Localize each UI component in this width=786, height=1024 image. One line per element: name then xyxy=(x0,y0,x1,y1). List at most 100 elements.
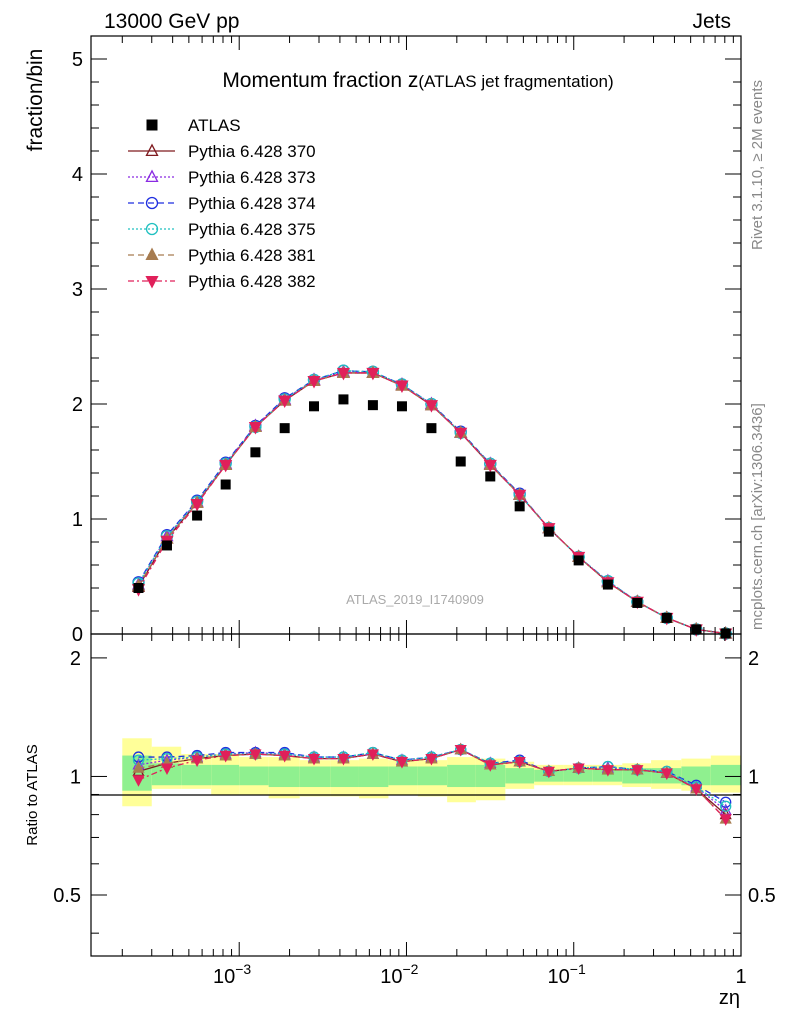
main-y-tick-label: 2 xyxy=(72,394,83,416)
data-point xyxy=(190,498,204,512)
legend-label: Pythia 6.428 381 xyxy=(188,246,316,265)
uncertainty-band-inner xyxy=(151,763,182,786)
data-point xyxy=(220,479,231,490)
data-point xyxy=(691,624,702,635)
header-right: Jets xyxy=(692,10,731,33)
uncertainty-band-inner xyxy=(330,766,359,788)
x-axis-label: zη xyxy=(719,987,740,1009)
legend-label: Pythia 6.428 374 xyxy=(188,194,316,213)
rivet-label: Rivet 3.1.10, ≥ 2M events xyxy=(749,80,766,250)
data-point xyxy=(279,423,290,434)
ratio-data-point xyxy=(395,757,409,769)
legend-marker xyxy=(145,169,159,183)
data-point xyxy=(632,597,643,608)
legend-entry: Pythia 6.428 375 xyxy=(128,220,316,239)
ratio-data-point xyxy=(366,749,379,761)
uncertainty-band-inner xyxy=(417,766,448,786)
data-point xyxy=(513,489,527,503)
data-point xyxy=(338,394,349,405)
uncertainty-band-inner xyxy=(358,766,389,788)
ratio-y-tick-label-right: 2 xyxy=(748,648,759,670)
uncertainty-band-inner xyxy=(181,764,212,786)
ratio-y-tick-label: 1 xyxy=(70,766,81,788)
data-point xyxy=(367,400,378,411)
ratio-data-point xyxy=(249,749,262,761)
data-point xyxy=(395,380,409,394)
chart-title: Momentum fraction z(ATLAS jet fragmentat… xyxy=(222,69,613,92)
uncertainty-band-inner xyxy=(710,764,741,786)
legend-label: Pythia 6.428 373 xyxy=(188,168,316,187)
legend-entry: Pythia 6.428 381 xyxy=(128,246,316,265)
ratio-data-point xyxy=(132,761,145,773)
data-point xyxy=(161,540,172,551)
ratio-data-point xyxy=(160,763,174,776)
ratio-plot-panel: 0.5 0.5 1 1 2 2 10−3 10−2 10−1 1 Ratio to ATLAS z… xyxy=(24,633,776,1009)
data-point xyxy=(454,427,468,441)
uncertainty-band-inner xyxy=(211,764,240,786)
uncertainty-band-inner xyxy=(563,769,593,782)
uncertainty-band-inner xyxy=(475,764,506,788)
x-tick-label: 10−2 xyxy=(380,961,418,988)
ratio-data-point xyxy=(542,766,555,779)
data-point xyxy=(514,501,525,512)
data-point xyxy=(483,459,497,473)
legend-entry: Pythia 6.428 373 xyxy=(128,168,316,187)
legend-marker xyxy=(145,196,159,210)
data-point xyxy=(248,421,262,435)
uncertainty-band-inner xyxy=(447,764,476,788)
ratio-data-point xyxy=(337,753,350,766)
data-point xyxy=(424,400,439,413)
data-point xyxy=(308,401,319,412)
legend-entry: Pythia 6.428 370 xyxy=(128,142,316,161)
ratio-data-point xyxy=(219,750,232,763)
uncertainty-band-inner xyxy=(388,766,418,786)
ratio-data-point xyxy=(660,768,673,780)
ratio-series-line xyxy=(138,748,727,807)
legend-entry: ATLAS xyxy=(146,116,241,135)
ratio-data-point xyxy=(720,800,732,812)
ratio-y-tick-label: 0.5 xyxy=(53,885,81,907)
legend-label: ATLAS xyxy=(188,116,241,135)
data-point xyxy=(485,471,496,482)
main-y-tick-label: 0 xyxy=(72,624,83,646)
ratio-data-point xyxy=(572,763,585,776)
data-point xyxy=(426,423,437,434)
data-point xyxy=(661,612,672,623)
ratio-data-point xyxy=(132,775,145,787)
legend-entry: Pythia 6.428 374 xyxy=(128,194,316,213)
data-point xyxy=(543,526,554,537)
x-tick-label: 10−3 xyxy=(213,961,251,988)
legend-marker xyxy=(146,119,158,131)
data-point xyxy=(336,367,351,381)
data-point xyxy=(278,395,292,408)
legend-label: Pythia 6.428 382 xyxy=(188,272,316,291)
x-tick-label: 1 xyxy=(735,966,746,988)
legend-entry: Pythia 6.428 382 xyxy=(128,272,316,291)
main-y-tick-label: 5 xyxy=(72,49,83,71)
uncertainty-band-inner xyxy=(239,766,269,786)
ratio-data-point xyxy=(454,744,467,757)
uncertainty-band-inner xyxy=(622,768,652,784)
ratio-y-tick-label: 2 xyxy=(70,648,81,670)
main-y-axis-label: fraction/bin xyxy=(24,49,47,152)
legend-label: Pythia 6.428 375 xyxy=(188,220,316,239)
data-point xyxy=(396,401,407,412)
header-left: 13000 GeV pp xyxy=(104,10,239,33)
analysis-watermark: ATLAS_2019_I1740909 xyxy=(346,592,484,607)
data-point xyxy=(455,456,466,467)
x-tick-label: 10−1 xyxy=(548,961,586,988)
ratio-data-point xyxy=(690,784,703,796)
legend: ATLAS Pythia 6.428 370 Pythia 6.428 373 Pyt… xyxy=(128,116,316,291)
uncertainty-band-inner xyxy=(299,766,331,788)
uncertainty-band-inner xyxy=(505,768,535,784)
legend-marker xyxy=(145,143,159,157)
ratio-data-point xyxy=(601,765,614,777)
mcplots-label: mcplots.cern.ch [arXiv:1306.3436] xyxy=(749,403,766,630)
ratio-y-tick-label-right: 1 xyxy=(748,766,759,788)
ratio-data-point xyxy=(307,753,321,766)
data-point xyxy=(192,510,203,521)
ratio-data-point xyxy=(631,765,644,777)
ratio-y-axis-label: Ratio to ATLAS xyxy=(24,744,41,845)
main-y-tick-label: 1 xyxy=(72,509,83,531)
